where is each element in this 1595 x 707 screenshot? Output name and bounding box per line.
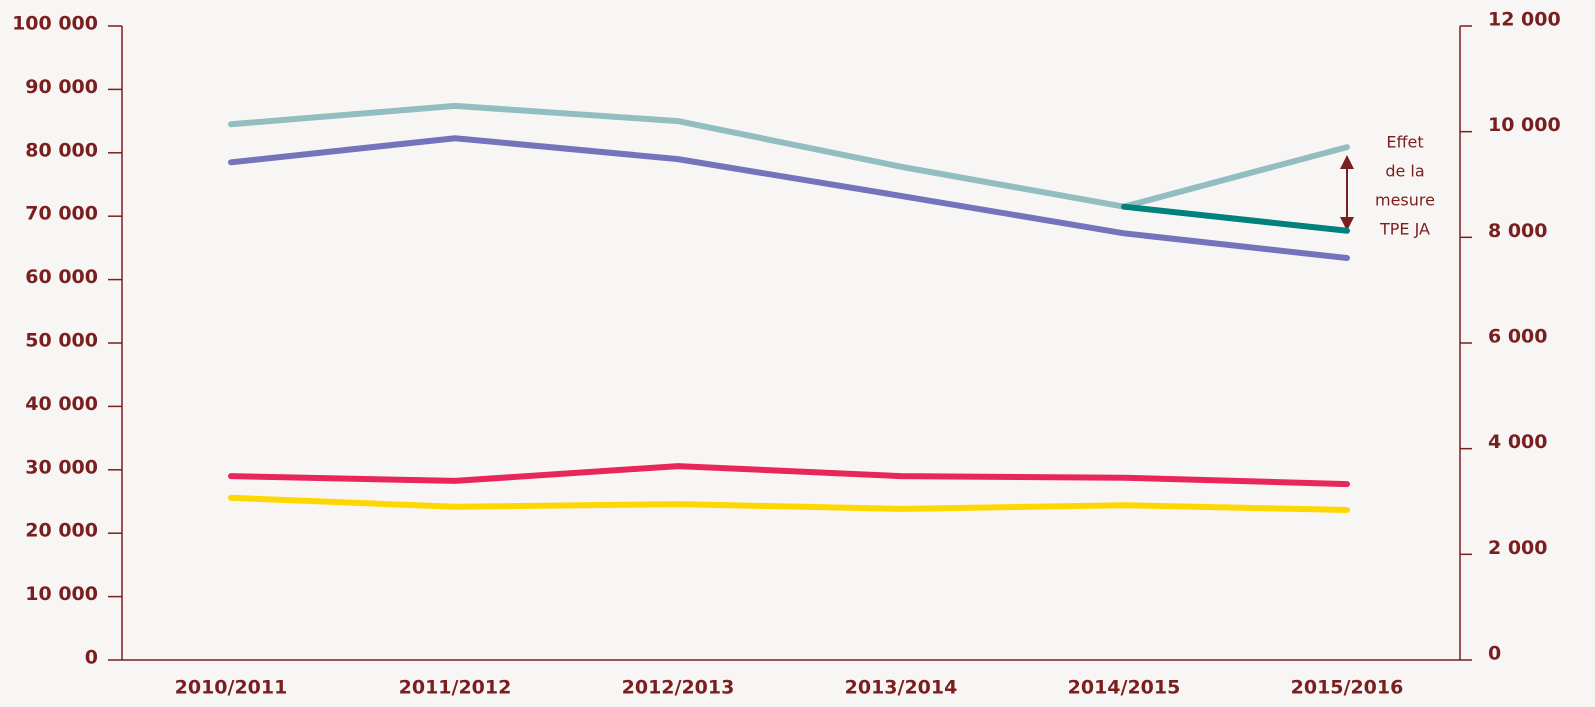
- annotation: mesure: [1375, 191, 1435, 210]
- y2-tick-label: 12 000: [1488, 9, 1561, 31]
- y-tick-label: 10 000: [25, 583, 98, 605]
- y-tick-label: 30 000: [25, 456, 98, 478]
- y-tick-label: 60 000: [25, 266, 98, 288]
- series-line: [228, 463, 1350, 488]
- y-tick-label: 40 000: [25, 393, 98, 415]
- y2-tick-label: 4 000: [1488, 431, 1548, 453]
- x-tick-label: 2012/2013: [622, 677, 735, 699]
- y2-tick-label: 8 000: [1488, 220, 1548, 242]
- annotation: de la: [1385, 162, 1424, 181]
- y2-tick-label: 2 000: [1488, 537, 1548, 559]
- series-line: [228, 102, 1350, 210]
- x-tick-label: 2013/2014: [845, 677, 958, 699]
- y-tick-label: 70 000: [25, 203, 98, 225]
- y-tick-label: 0: [85, 647, 98, 669]
- series-line: [228, 135, 1350, 262]
- y-tick-label: 80 000: [25, 139, 98, 161]
- y2-tick-label: 10 000: [1488, 114, 1561, 136]
- annotation: TPE JA: [1379, 220, 1430, 239]
- annotation: Effet: [1386, 133, 1423, 152]
- series-line: [1121, 203, 1350, 234]
- y2-tick-label: 0: [1488, 643, 1501, 665]
- x-tick-label: 2014/2015: [1068, 677, 1181, 699]
- y-tick-label: 100 000: [12, 13, 98, 35]
- series-line: [228, 494, 1350, 513]
- x-tick-label: 2011/2012: [399, 677, 512, 699]
- x-tick-label: 2015/2016: [1291, 677, 1404, 699]
- x-tick-label: 2010/2011: [175, 677, 288, 699]
- y-tick-label: 90 000: [25, 76, 98, 98]
- y-tick-label: 50 000: [25, 330, 98, 352]
- y-tick-label: 20 000: [25, 520, 98, 542]
- y2-tick-label: 6 000: [1488, 326, 1548, 348]
